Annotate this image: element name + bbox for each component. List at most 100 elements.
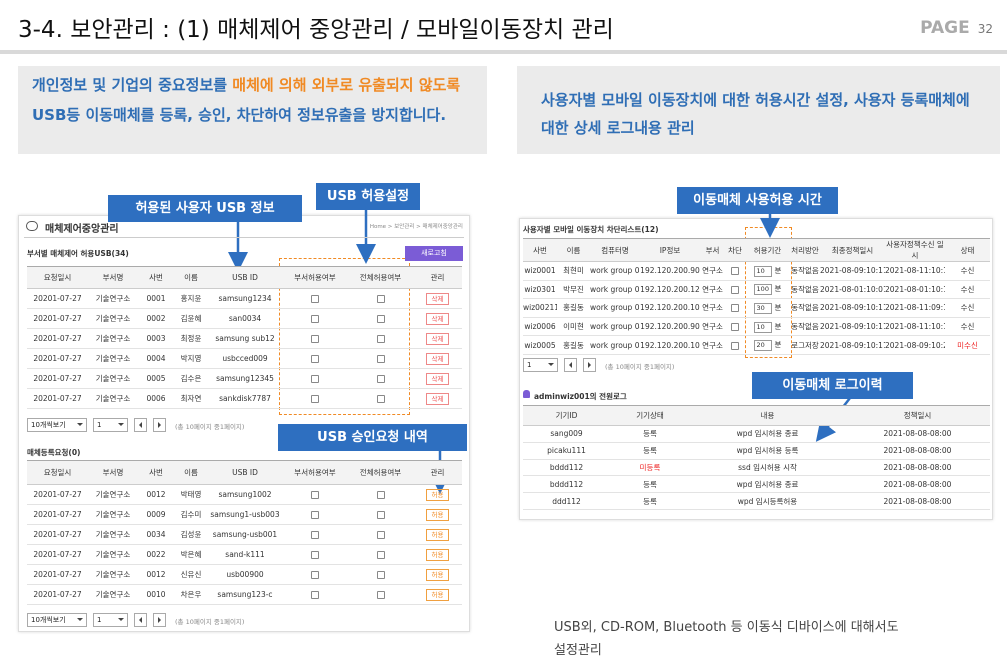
cell: 기술연구소 <box>88 328 138 349</box>
period-input[interactable]: 10 <box>753 265 772 277</box>
page-size-select[interactable]: 10개씩보기 <box>27 418 87 432</box>
refresh-button[interactable]: 새로고침 <box>405 246 463 261</box>
checkbox[interactable] <box>311 491 319 499</box>
checkbox[interactable] <box>376 355 385 363</box>
checkbox[interactable] <box>376 295 385 303</box>
cell: 삭제 <box>413 308 462 329</box>
cell: 2021-08-08-08:00 <box>845 492 990 510</box>
data-table: 사번 이름 컴퓨터명 IP정보 부서 차단 허용기간 처리방안 최종정책일시 사용자정책수신 일시… <box>523 238 990 355</box>
checkbox[interactable] <box>376 531 385 539</box>
action-button[interactable]: 삭제 <box>425 372 450 385</box>
cell <box>282 544 348 565</box>
page-select[interactable]: 1 <box>93 418 128 432</box>
page-select[interactable]: 1 <box>523 358 558 372</box>
checkbox[interactable] <box>376 375 385 383</box>
table-row: ddd112 등록 wpd 임시등록허용 2021-08-08-08:00 <box>523 492 990 510</box>
cell: wiz00211 <box>523 298 557 318</box>
cell <box>348 348 413 369</box>
action-button[interactable]: 허용 <box>425 488 450 501</box>
cell: 동작없음 <box>790 298 820 318</box>
page-size-select[interactable]: 10개씩보기 <box>27 613 87 627</box>
checkbox[interactable] <box>311 551 319 559</box>
cell: 삭제 <box>413 368 462 389</box>
action-button[interactable]: 삭제 <box>425 352 450 365</box>
cell: 20201-07-27 <box>27 524 88 545</box>
column-header: 상태 <box>945 238 990 262</box>
next-button[interactable] <box>583 358 596 372</box>
prev-button[interactable] <box>564 358 577 372</box>
prev-button[interactable] <box>134 418 147 432</box>
checkbox[interactable] <box>311 315 319 323</box>
highlight: 매체에 의해 외부로 유출되지 않도록 <box>232 76 461 94</box>
cell: 20201-07-27 <box>27 288 88 309</box>
panel-title: 사용자별 모바일 이동장치 차단리스트(12) <box>523 225 659 234</box>
cell: 로그저장 <box>790 335 820 355</box>
next-button[interactable] <box>153 613 166 627</box>
column-header: 처리방안 <box>790 238 820 262</box>
checkbox[interactable] <box>311 591 319 599</box>
period-input[interactable]: 100 <box>753 284 772 296</box>
checkbox[interactable] <box>311 355 319 363</box>
cell <box>348 564 413 585</box>
cell: 100 분 <box>745 280 790 300</box>
checkbox[interactable] <box>731 285 739 294</box>
checkbox[interactable] <box>376 511 385 519</box>
checkbox[interactable] <box>376 395 385 403</box>
slide-title: 3-4. 보안관리 : (1) 매체제어 중앙관리 / 모바일이동장치 관리 <box>18 17 614 43</box>
cell: 연구소 <box>700 261 725 281</box>
cell: 박지영 <box>174 348 208 369</box>
cell: 2021-08-11:10:11 <box>885 317 945 337</box>
checkbox[interactable] <box>311 335 319 343</box>
column-header: 관리 <box>413 460 462 485</box>
column-header: 부서허용여부 <box>282 460 348 485</box>
checkbox[interactable] <box>731 304 739 313</box>
checkbox[interactable] <box>376 571 385 579</box>
action-button[interactable]: 허용 <box>425 588 450 601</box>
checkbox[interactable] <box>376 315 385 323</box>
cell: ssd 임시허용 시작 <box>690 459 845 477</box>
cell <box>282 328 348 349</box>
checkbox[interactable] <box>311 395 319 403</box>
checkbox[interactable] <box>376 491 385 499</box>
table-row: bddd112 등록 wpd 임시허용 종료 2021-08-08-08:00 <box>523 475 990 494</box>
page-select[interactable]: 1 <box>93 613 128 627</box>
table-row: 20201-07-27 기술연구소 0009 김수미 samsung1-usb003 허용 <box>27 504 462 525</box>
period-input[interactable]: 10 <box>753 321 772 333</box>
period-input[interactable]: 20 <box>753 340 772 352</box>
cell: 이미현 <box>557 317 590 337</box>
checkbox[interactable] <box>311 571 319 579</box>
checkbox[interactable] <box>376 591 385 599</box>
action-button[interactable]: 삭제 <box>425 392 450 405</box>
action-button[interactable]: 삭제 <box>425 332 450 345</box>
cell: 0002 <box>138 308 174 329</box>
header-row: 기기ID 기기상태 내용 정책일시 <box>523 405 990 426</box>
action-button[interactable]: 허용 <box>425 528 450 541</box>
cell: 홍길동 <box>557 298 590 318</box>
checkbox[interactable] <box>731 267 739 276</box>
text: USB등 이동매체를 등록, 승인, 차단하여 정보유출을 방지합니다. <box>32 106 447 124</box>
checkbox[interactable] <box>376 551 385 559</box>
action-button[interactable]: 허용 <box>425 508 450 521</box>
checkbox[interactable] <box>731 341 739 350</box>
checkbox[interactable] <box>311 531 319 539</box>
action-button[interactable]: 삭제 <box>425 292 450 305</box>
checkbox[interactable] <box>311 375 319 383</box>
cell: sankdisk7787 <box>208 388 282 409</box>
page-info: (총 10페이지 중1페이지) <box>175 423 245 431</box>
table-row: 20201-07-27 기술연구소 0002 김윤혜 san0034 삭제 <box>27 308 462 329</box>
next-button[interactable] <box>153 418 166 432</box>
cell: wiz0005 <box>523 335 557 355</box>
checkbox[interactable] <box>376 335 385 343</box>
action-button[interactable]: 삭제 <box>425 312 450 325</box>
checkbox[interactable] <box>731 323 739 332</box>
cell: 김수미 <box>174 504 208 525</box>
prev-button[interactable] <box>134 613 147 627</box>
action-button[interactable]: 허용 <box>425 548 450 561</box>
checkbox[interactable] <box>311 511 319 519</box>
column-header: 정책일시 <box>845 405 990 426</box>
checkbox[interactable] <box>311 295 319 303</box>
action-button[interactable]: 허용 <box>425 568 450 581</box>
period-input[interactable]: 30 <box>753 302 772 314</box>
cell <box>282 288 348 309</box>
